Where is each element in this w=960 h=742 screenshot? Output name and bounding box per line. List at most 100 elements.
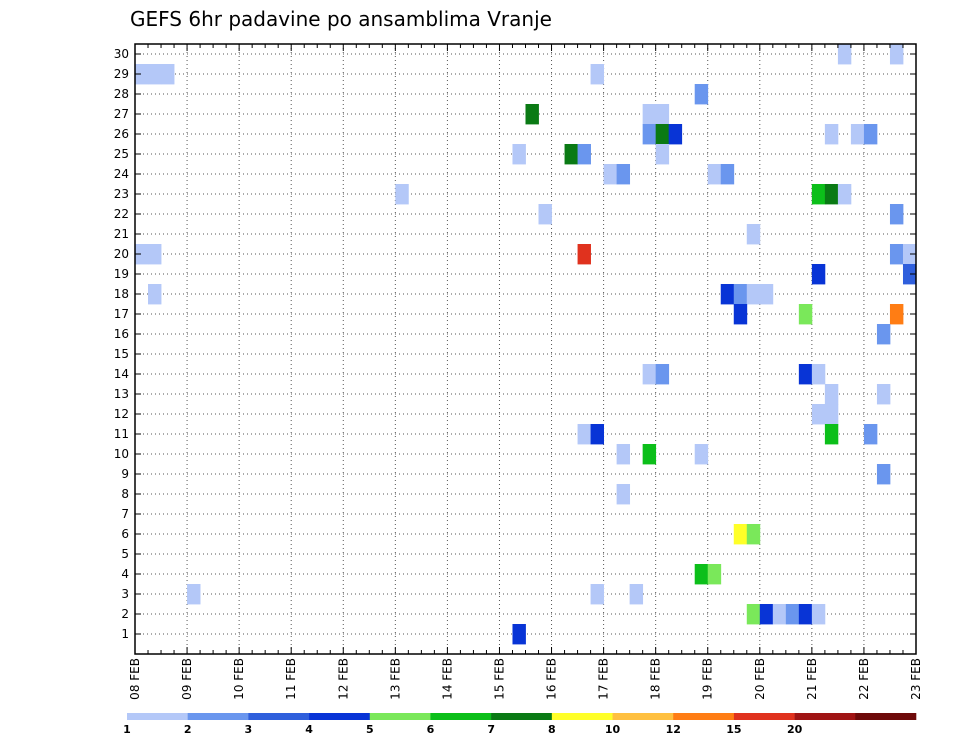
precip-cell — [616, 444, 631, 465]
precip-cell — [902, 264, 917, 285]
precip-cell — [837, 44, 852, 65]
precip-cell — [824, 124, 839, 145]
y-tick-label: 28 — [114, 87, 129, 101]
precip-cell — [187, 584, 201, 605]
y-tick-label: 22 — [114, 207, 129, 221]
precip-cell — [759, 284, 774, 305]
legend-color-box — [309, 713, 371, 720]
precip-cell — [889, 244, 904, 265]
precip-cell — [616, 164, 631, 185]
y-tick-label: 3 — [121, 587, 129, 601]
legend-tick-label: 7 — [487, 723, 495, 736]
x-tick-label: 21 FEB — [805, 658, 819, 700]
precip-cell — [876, 464, 891, 485]
y-tick-label: 2 — [121, 607, 129, 621]
precip-cell — [148, 64, 162, 85]
legend-color-box — [369, 713, 431, 720]
legend-color-box — [248, 713, 310, 720]
precip-cell — [863, 424, 878, 445]
precip-cell — [655, 144, 670, 165]
precip-cells — [135, 44, 917, 645]
legend-color-box — [673, 713, 735, 720]
precip-cell — [772, 604, 787, 625]
precip-cell — [785, 604, 800, 625]
precip-cell — [590, 64, 604, 85]
precip-cell — [811, 184, 826, 205]
precip-cell — [798, 604, 813, 625]
y-tick-label: 21 — [114, 227, 129, 241]
legend-color-box — [855, 713, 917, 720]
precip-cell — [148, 244, 162, 265]
legend-tick-label: 3 — [245, 723, 253, 736]
y-tick-label: 1 — [121, 627, 129, 641]
x-tick-label: 09 FEB — [180, 658, 194, 700]
y-tick-label: 8 — [121, 487, 129, 501]
precip-cell — [733, 304, 748, 325]
y-tick-label: 11 — [114, 427, 129, 441]
precip-cell — [720, 164, 735, 185]
legend-tick-label: 8 — [548, 723, 556, 736]
precip-cell — [655, 124, 670, 145]
y-tick-label: 9 — [121, 467, 129, 481]
precip-cell — [590, 584, 604, 605]
precip-cell — [824, 424, 839, 445]
legend-color-box — [127, 713, 188, 720]
precip-cell — [525, 104, 539, 125]
precip-cell — [863, 124, 878, 145]
chart-title: GEFS 6hr padavine po ansamblima Vranje — [130, 7, 552, 31]
x-tick-label: 17 FEB — [597, 658, 611, 700]
precip-cell — [902, 244, 917, 265]
y-tick-label: 12 — [114, 407, 129, 421]
legend-color-box — [794, 713, 856, 720]
precip-cell — [798, 304, 813, 325]
precip-cell — [655, 364, 670, 385]
y-tick-label: 6 — [121, 527, 129, 541]
x-tick-label: 12 FEB — [336, 658, 350, 700]
y-tick-label: 14 — [114, 367, 129, 381]
precip-cell — [148, 284, 162, 305]
precip-cell — [642, 364, 657, 385]
precip-cell — [889, 204, 904, 225]
precip-cell — [564, 144, 578, 165]
precip-cell — [798, 364, 813, 385]
precip-cell — [850, 124, 865, 145]
y-tick-label: 19 — [114, 267, 129, 281]
precip-cell — [759, 604, 774, 625]
y-tick-label: 5 — [121, 547, 129, 561]
precip-cell — [616, 484, 631, 505]
legend-tick-label: 2 — [184, 723, 192, 736]
precip-cell — [577, 144, 591, 165]
precip-cell — [720, 284, 735, 305]
precip-cell — [642, 444, 657, 465]
precip-cell — [889, 44, 904, 65]
y-tick-label: 13 — [114, 387, 129, 401]
precip-cell — [538, 204, 552, 225]
x-tick-label: 10 FEB — [232, 658, 246, 700]
precip-cell — [824, 404, 839, 425]
precip-cell — [837, 184, 852, 205]
legend-tick-label: 20 — [787, 723, 803, 736]
y-axis: 1234567891011121314151617181920212223242… — [114, 47, 916, 641]
x-tick-label: 18 FEB — [649, 658, 663, 700]
y-tick-label: 7 — [121, 507, 129, 521]
y-tick-label: 30 — [114, 47, 129, 61]
legend-color-box — [491, 713, 553, 720]
legend-colorbar: 1 2 3 4 5 6 7 8 10 12 15 20 — [123, 713, 917, 736]
legend-color-box — [551, 713, 613, 720]
y-tick-label: 25 — [114, 147, 129, 161]
plot-frame — [134, 43, 917, 655]
y-tick-label: 17 — [114, 307, 129, 321]
x-tick-label: 15 FEB — [492, 658, 506, 700]
precip-cell — [746, 284, 761, 305]
y-tick-label: 16 — [114, 327, 129, 341]
y-tick-label: 15 — [114, 347, 129, 361]
precip-cell — [811, 364, 826, 385]
precip-cell — [746, 224, 761, 245]
x-tick-label: 14 FEB — [440, 658, 454, 700]
precip-cell — [668, 124, 683, 145]
y-tick-label: 24 — [114, 167, 129, 181]
precip-cell — [395, 184, 409, 205]
y-tick-label: 26 — [114, 127, 129, 141]
precip-cell — [824, 184, 839, 205]
precip-cell — [655, 104, 670, 125]
